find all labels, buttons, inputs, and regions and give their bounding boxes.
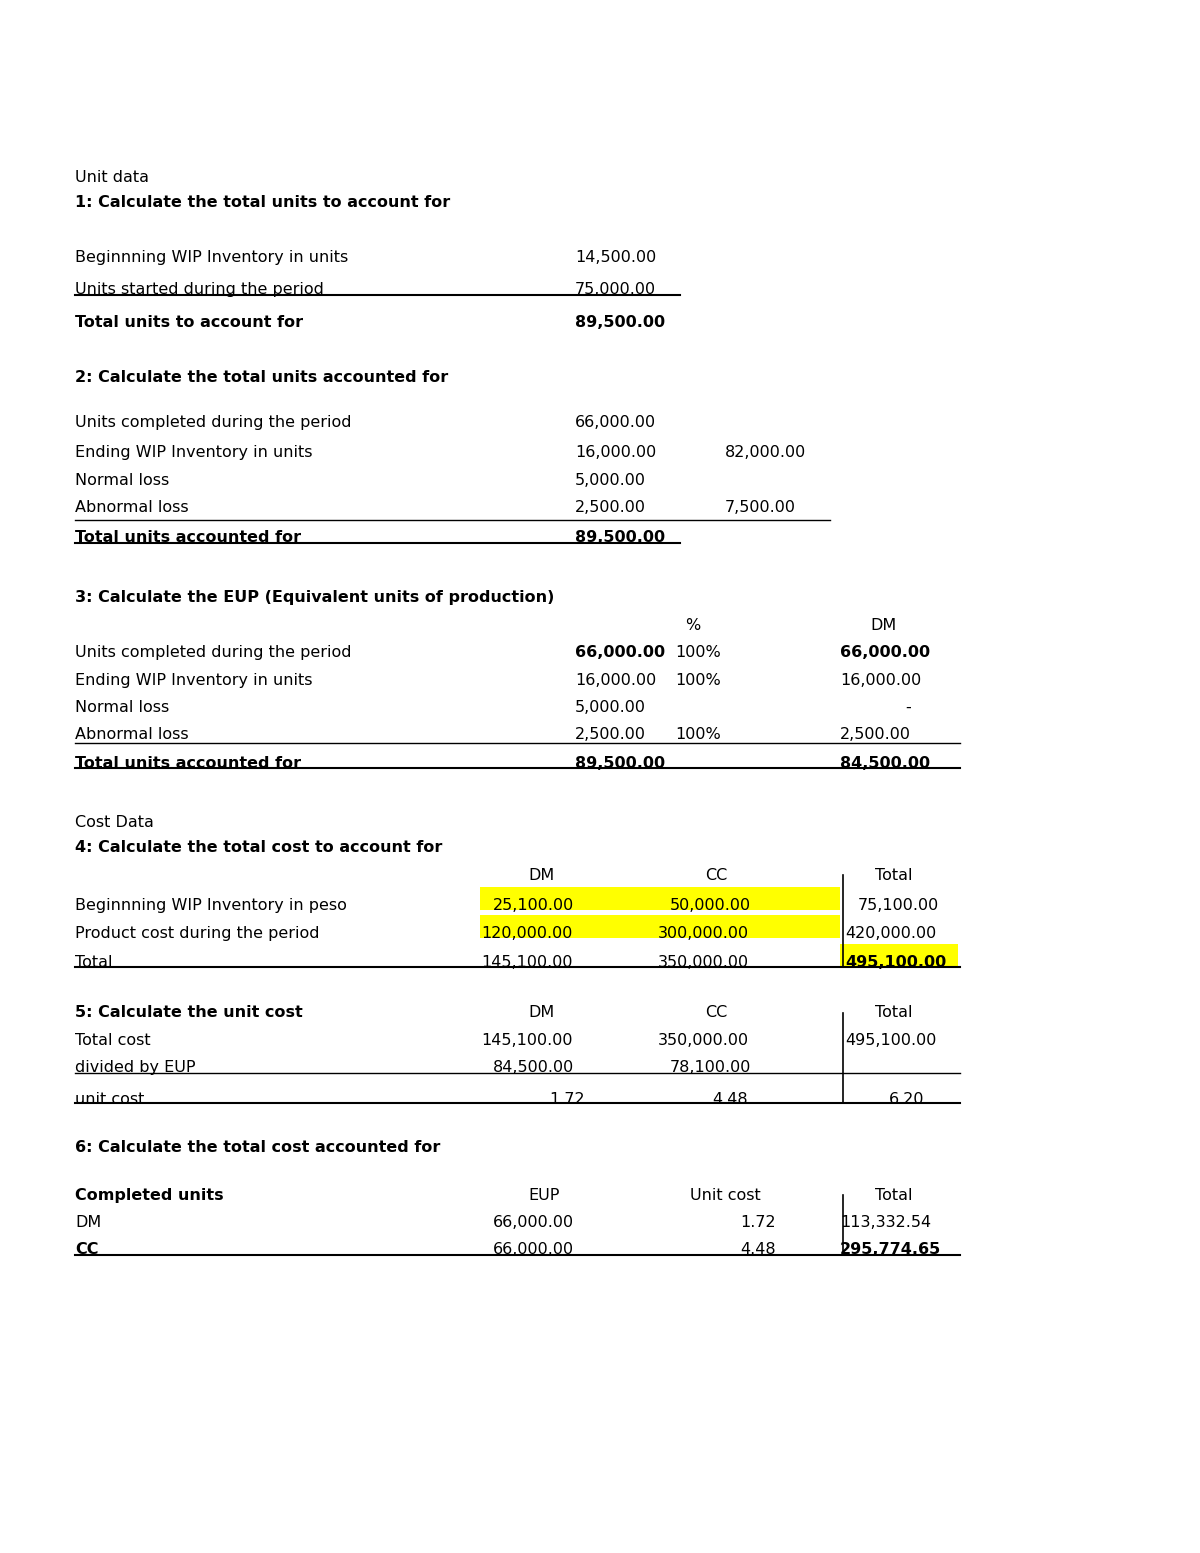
Text: CC: CC bbox=[74, 1242, 98, 1256]
Bar bbox=[658, 915, 840, 938]
Text: 5,000.00: 5,000.00 bbox=[575, 700, 646, 714]
Text: 89,500.00: 89,500.00 bbox=[575, 530, 665, 545]
Text: Total units accounted for: Total units accounted for bbox=[74, 756, 301, 770]
Text: 5: Calculate the unit cost: 5: Calculate the unit cost bbox=[74, 1005, 302, 1020]
Text: CC: CC bbox=[706, 1005, 727, 1020]
Text: EUP: EUP bbox=[528, 1188, 559, 1204]
Text: 66,000.00: 66,000.00 bbox=[575, 644, 665, 660]
Text: 1.72: 1.72 bbox=[550, 1092, 584, 1107]
Text: 84,500.00: 84,500.00 bbox=[840, 756, 930, 770]
Text: 25,100.00: 25,100.00 bbox=[493, 898, 575, 913]
Text: 66,000.00: 66,000.00 bbox=[493, 1214, 574, 1230]
Text: 75,100.00: 75,100.00 bbox=[858, 898, 940, 913]
Text: 495,100.00: 495,100.00 bbox=[845, 1033, 936, 1048]
Text: DM: DM bbox=[74, 1214, 101, 1230]
Text: 16,000.00: 16,000.00 bbox=[840, 672, 922, 688]
Text: Total: Total bbox=[875, 1188, 912, 1204]
Bar bbox=[480, 887, 660, 910]
Text: 16,000.00: 16,000.00 bbox=[575, 672, 656, 688]
Text: DM: DM bbox=[528, 1005, 554, 1020]
Bar bbox=[658, 887, 840, 910]
Text: 120,000.00: 120,000.00 bbox=[481, 926, 572, 941]
Text: 420,000.00: 420,000.00 bbox=[845, 926, 936, 941]
Text: 113,332.54: 113,332.54 bbox=[840, 1214, 931, 1230]
Text: 3: Calculate the EUP (Equivalent units of production): 3: Calculate the EUP (Equivalent units o… bbox=[74, 590, 554, 606]
Text: 300,000.00: 300,000.00 bbox=[658, 926, 749, 941]
Text: 89,500.00: 89,500.00 bbox=[575, 756, 665, 770]
Text: Unit cost: Unit cost bbox=[690, 1188, 761, 1204]
Text: Total units accounted for: Total units accounted for bbox=[74, 530, 301, 545]
Text: 1.72: 1.72 bbox=[740, 1214, 775, 1230]
Text: DM: DM bbox=[870, 618, 896, 634]
Text: Total: Total bbox=[875, 1005, 912, 1020]
Text: 66,000.00: 66,000.00 bbox=[493, 1242, 574, 1256]
Text: Total cost: Total cost bbox=[74, 1033, 151, 1048]
Text: 75,000.00: 75,000.00 bbox=[575, 283, 656, 297]
Text: 4.48: 4.48 bbox=[712, 1092, 748, 1107]
Text: Units completed during the period: Units completed during the period bbox=[74, 644, 352, 660]
Text: Completed units: Completed units bbox=[74, 1188, 223, 1204]
Text: 2,500.00: 2,500.00 bbox=[575, 727, 646, 742]
Text: Total units to account for: Total units to account for bbox=[74, 315, 304, 329]
Text: 2: Calculate the total units accounted for: 2: Calculate the total units accounted f… bbox=[74, 370, 449, 385]
Text: 14,500.00: 14,500.00 bbox=[575, 250, 656, 266]
Text: Units started during the period: Units started during the period bbox=[74, 283, 324, 297]
Text: 100%: 100% bbox=[674, 727, 721, 742]
Text: 78,100.00: 78,100.00 bbox=[670, 1061, 751, 1075]
Text: 4.48: 4.48 bbox=[740, 1242, 775, 1256]
Text: DM: DM bbox=[528, 868, 554, 884]
Text: Product cost during the period: Product cost during the period bbox=[74, 926, 319, 941]
Text: 1: Calculate the total units to account for: 1: Calculate the total units to account … bbox=[74, 196, 450, 210]
Text: 66,000.00: 66,000.00 bbox=[840, 644, 930, 660]
Text: CC: CC bbox=[706, 868, 727, 884]
Text: 82,000.00: 82,000.00 bbox=[725, 446, 806, 460]
Text: 2,500.00: 2,500.00 bbox=[840, 727, 911, 742]
Text: 145,100.00: 145,100.00 bbox=[481, 955, 572, 971]
Text: 6: Calculate the total cost accounted for: 6: Calculate the total cost accounted fo… bbox=[74, 1140, 440, 1155]
Text: Total: Total bbox=[74, 955, 113, 971]
Text: Normal loss: Normal loss bbox=[74, 474, 169, 488]
Text: 2,500.00: 2,500.00 bbox=[575, 500, 646, 516]
Text: 89,500.00: 89,500.00 bbox=[575, 315, 665, 329]
Text: Cost Data: Cost Data bbox=[74, 815, 154, 829]
Text: Abnormal loss: Abnormal loss bbox=[74, 727, 188, 742]
Text: -: - bbox=[905, 700, 911, 714]
Text: Total: Total bbox=[875, 868, 912, 884]
Text: Beginnning WIP Inventory in units: Beginnning WIP Inventory in units bbox=[74, 250, 348, 266]
Text: 7,500.00: 7,500.00 bbox=[725, 500, 796, 516]
Bar bbox=[840, 944, 958, 968]
Text: 495,100.00: 495,100.00 bbox=[845, 955, 947, 971]
Text: 100%: 100% bbox=[674, 672, 721, 688]
Text: Beginnning WIP Inventory in peso: Beginnning WIP Inventory in peso bbox=[74, 898, 347, 913]
Text: divided by EUP: divided by EUP bbox=[74, 1061, 196, 1075]
Text: 145,100.00: 145,100.00 bbox=[481, 1033, 572, 1048]
Text: Normal loss: Normal loss bbox=[74, 700, 169, 714]
Text: 16,000.00: 16,000.00 bbox=[575, 446, 656, 460]
Text: Ending WIP Inventory in units: Ending WIP Inventory in units bbox=[74, 672, 312, 688]
Text: Units completed during the period: Units completed during the period bbox=[74, 415, 352, 430]
Text: 295,774.65: 295,774.65 bbox=[840, 1242, 941, 1256]
Text: 84,500.00: 84,500.00 bbox=[493, 1061, 575, 1075]
Text: 50,000.00: 50,000.00 bbox=[670, 898, 751, 913]
Text: 4: Calculate the total cost to account for: 4: Calculate the total cost to account f… bbox=[74, 840, 443, 856]
Text: Unit data: Unit data bbox=[74, 169, 149, 185]
Text: 350,000.00: 350,000.00 bbox=[658, 1033, 749, 1048]
Text: %: % bbox=[685, 618, 701, 634]
Text: 66,000.00: 66,000.00 bbox=[575, 415, 656, 430]
Bar bbox=[480, 915, 660, 938]
Text: 5,000.00: 5,000.00 bbox=[575, 474, 646, 488]
Text: Abnormal loss: Abnormal loss bbox=[74, 500, 188, 516]
Text: Ending WIP Inventory in units: Ending WIP Inventory in units bbox=[74, 446, 312, 460]
Text: unit cost: unit cost bbox=[74, 1092, 144, 1107]
Text: 6.20: 6.20 bbox=[889, 1092, 924, 1107]
Text: 350,000.00: 350,000.00 bbox=[658, 955, 749, 971]
Text: 100%: 100% bbox=[674, 644, 721, 660]
